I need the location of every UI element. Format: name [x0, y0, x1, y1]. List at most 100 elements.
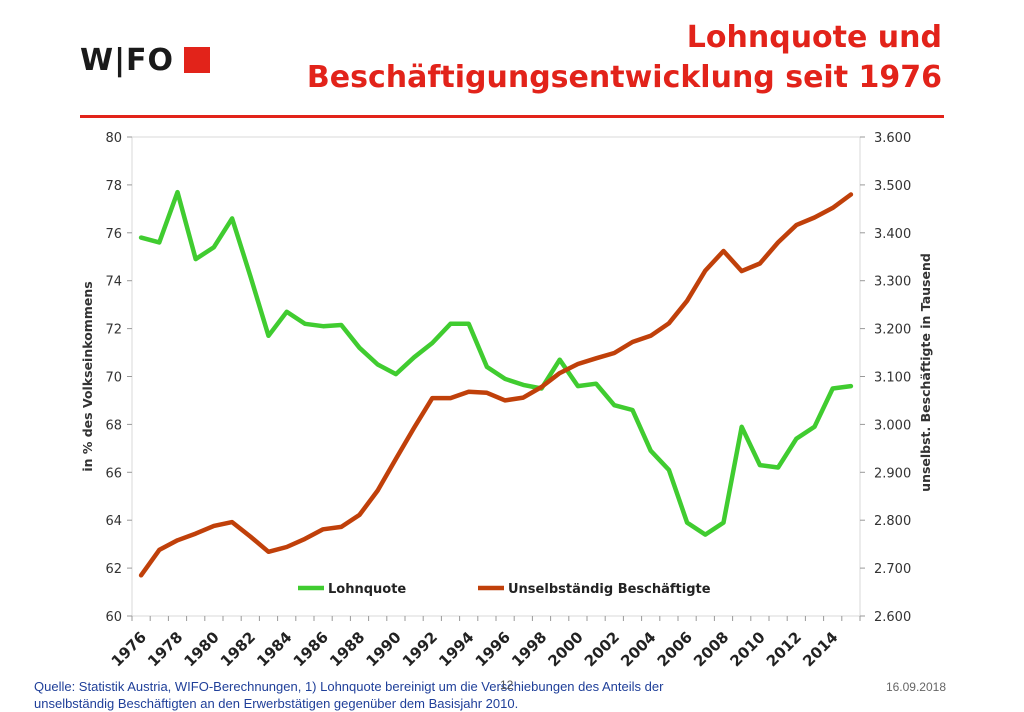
data-point-lohnquote — [194, 257, 197, 261]
y-left-tick-label: 64 — [105, 514, 122, 529]
data-point-lohnquote — [722, 521, 725, 524]
y-right-tick-label: 3.400 — [874, 227, 911, 242]
data-point-lohnquote — [340, 323, 343, 327]
y-left-tick-label: 60 — [105, 610, 122, 625]
data-point-beschaeftigte — [849, 193, 853, 196]
data-point-lohnquote — [431, 341, 434, 345]
x-tick-label: 1992 — [399, 628, 441, 670]
legend-label-lohnquote: Lohnquote — [328, 582, 406, 597]
data-point-beschaeftigte — [267, 550, 270, 554]
logo-text: W|FO — [80, 42, 175, 78]
x-tick-label: 1998 — [508, 628, 550, 670]
data-point-lohnquote — [503, 377, 507, 381]
data-point-beschaeftigte — [813, 216, 816, 219]
data-point-lohnquote — [685, 521, 689, 524]
data-point-lohnquote — [776, 466, 780, 469]
data-point-beschaeftigte — [194, 532, 197, 535]
data-point-lohnquote — [558, 358, 561, 361]
data-point-beschaeftigte — [340, 525, 343, 529]
y-right-tick-label: 2.700 — [874, 562, 911, 577]
x-tick-label: 2008 — [690, 628, 732, 670]
y-left-tick-label: 70 — [105, 371, 122, 386]
y-left-tick-label: 68 — [105, 418, 122, 433]
y-right-tick-label: 3.600 — [874, 131, 911, 146]
data-point-beschaeftigte — [649, 334, 652, 337]
x-tick-label: 1980 — [180, 628, 222, 670]
data-point-lohnquote — [795, 437, 798, 440]
y-right-tick-label: 3.300 — [874, 275, 911, 290]
data-point-beschaeftigte — [613, 351, 616, 355]
data-point-lohnquote — [613, 404, 616, 407]
x-tick-label: 2006 — [654, 628, 696, 670]
y-right-axis-title: unselbst. Beschäftigte in Tausend — [918, 253, 933, 492]
data-point-lohnquote — [631, 408, 634, 412]
data-point-beschaeftigte — [503, 399, 507, 402]
x-tick-label: 2002 — [581, 628, 623, 670]
data-point-lohnquote — [376, 363, 379, 366]
data-point-beschaeftigte — [704, 269, 707, 272]
data-point-beschaeftigte — [758, 262, 762, 265]
data-point-lohnquote — [230, 217, 234, 220]
data-point-lohnquote — [394, 372, 398, 376]
x-tick-label: 1994 — [435, 628, 477, 670]
data-point-beschaeftigte — [321, 528, 325, 531]
slide-title-line2: Beschäftigungsentwicklung seit 1976 — [306, 60, 942, 95]
data-point-beschaeftigte — [831, 206, 834, 210]
data-point-beschaeftigte — [285, 545, 288, 549]
x-tick-label: 1982 — [217, 628, 259, 670]
data-point-lohnquote — [358, 346, 361, 349]
series-line-lohnquote — [138, 189, 854, 537]
data-point-beschaeftigte — [139, 574, 143, 577]
data-point-lohnquote — [412, 356, 416, 359]
slide-title: Lohnquote und Beschäftigungsentwicklung … — [307, 18, 942, 98]
data-point-beschaeftigte — [485, 391, 489, 394]
page-number: 12 — [500, 678, 514, 692]
y-right-tick-label: 2.900 — [874, 466, 911, 481]
y-left-tick-label: 62 — [105, 562, 122, 577]
data-point-lohnquote — [158, 241, 161, 244]
data-point-beschaeftigte — [722, 249, 725, 253]
data-point-beschaeftigte — [230, 520, 234, 524]
data-point-lohnquote — [176, 190, 179, 194]
data-point-lohnquote — [139, 236, 143, 239]
data-point-beschaeftigte — [303, 537, 307, 541]
data-point-lohnquote — [758, 463, 762, 467]
title-divider — [80, 115, 944, 118]
x-tick-label: 2014 — [799, 628, 841, 670]
data-point-lohnquote — [740, 425, 743, 428]
data-point-beschaeftigte — [412, 426, 416, 429]
data-point-beschaeftigte — [594, 357, 598, 360]
data-point-lohnquote — [321, 325, 325, 328]
data-point-beschaeftigte — [558, 371, 561, 375]
x-tick-label: 1996 — [472, 628, 514, 670]
data-point-beschaeftigte — [795, 223, 798, 227]
data-point-beschaeftigte — [376, 489, 379, 492]
source-line-2: unselbständig Beschäftigten an den Erwer… — [34, 696, 519, 711]
data-point-beschaeftigte — [467, 390, 470, 394]
y-right-tick-label: 3.200 — [874, 323, 911, 338]
x-tick-label: 1978 — [144, 628, 186, 670]
data-point-beschaeftigte — [740, 269, 743, 273]
legend-label-beschaeftigte: Unselbständig Beschäftigte — [508, 582, 711, 597]
data-point-lohnquote — [831, 387, 834, 390]
data-point-lohnquote — [576, 384, 580, 388]
data-point-lohnquote — [667, 468, 671, 472]
data-point-beschaeftigte — [158, 548, 161, 552]
data-point-beschaeftigte — [212, 524, 216, 528]
data-point-lohnquote — [449, 322, 452, 326]
wifo-logo: W|FO — [80, 42, 211, 78]
data-point-lohnquote — [485, 365, 489, 369]
data-point-beschaeftigte — [776, 241, 780, 244]
y-left-tick-label: 76 — [105, 227, 122, 242]
y-right-tick-label: 3.100 — [874, 371, 911, 386]
y-left-tick-label: 78 — [105, 179, 122, 194]
plot-area — [131, 136, 861, 617]
data-point-beschaeftigte — [449, 396, 452, 400]
slide-title-line1: Lohnquote und — [686, 20, 942, 55]
data-point-beschaeftigte — [576, 362, 580, 366]
y-left-tick-label: 72 — [105, 323, 122, 338]
slide-date: 16.09.2018 — [885, 680, 946, 694]
data-point-lohnquote — [303, 322, 307, 326]
y-right-tick-label: 3.000 — [874, 418, 911, 433]
x-tick-label: 1984 — [253, 628, 295, 670]
